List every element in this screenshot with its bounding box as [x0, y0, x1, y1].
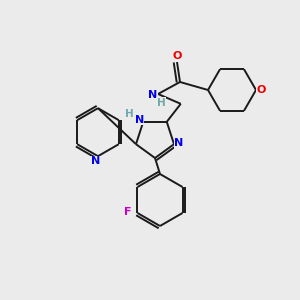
Text: N: N — [148, 90, 158, 100]
Text: H: H — [125, 109, 134, 119]
Text: N: N — [174, 138, 184, 148]
Text: N: N — [135, 115, 144, 125]
Text: O: O — [256, 85, 266, 95]
Text: F: F — [124, 207, 131, 217]
Text: N: N — [92, 156, 100, 166]
Text: H: H — [157, 98, 165, 108]
Text: O: O — [172, 51, 182, 61]
